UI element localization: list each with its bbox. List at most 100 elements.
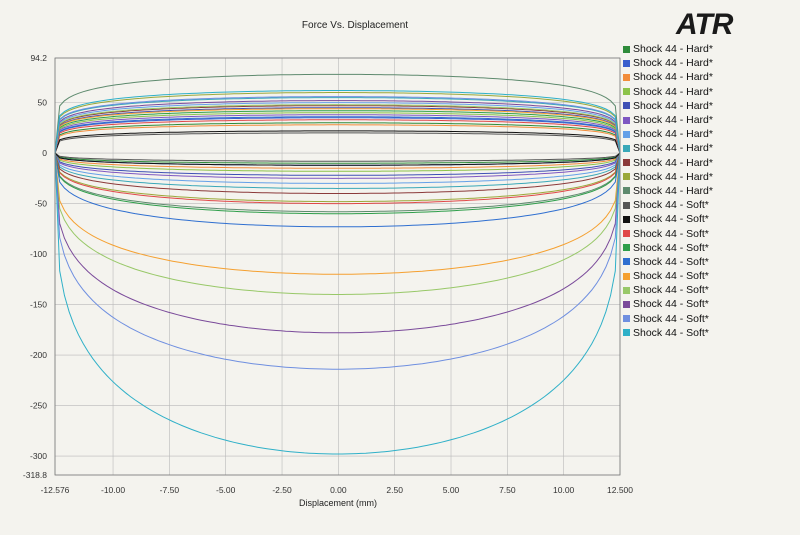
legend-label: Shock 44 - Hard* [633, 85, 713, 98]
legend-item: Shock 44 - Soft* [623, 198, 743, 212]
y-tick-label: 94.2 [30, 53, 47, 63]
legend-swatch [623, 59, 630, 67]
legend-swatch [623, 187, 630, 195]
legend-swatch [623, 258, 630, 266]
atr-logo: ATR [676, 8, 733, 41]
x-tick-label: 10.00 [553, 485, 575, 495]
legend-item: Shock 44 - Soft* [623, 241, 743, 255]
x-tick-label: -2.50 [272, 485, 292, 495]
legend-label: Shock 44 - Soft* [633, 312, 709, 325]
x-tick-label: -7.50 [160, 485, 180, 495]
y-tick-label: -100 [30, 249, 47, 259]
y-tick-label: 0 [42, 148, 47, 158]
legend-item: Shock 44 - Soft* [623, 226, 743, 240]
legend-label: Shock 44 - Hard* [633, 184, 713, 197]
legend-swatch [623, 272, 630, 280]
x-tick-label: 12.500 [607, 485, 633, 495]
x-tick-label: 2.50 [386, 485, 403, 495]
legend-label: Shock 44 - Hard* [633, 57, 713, 70]
legend-item: Shock 44 - Hard* [623, 56, 743, 70]
series-line [54, 73, 621, 213]
legend-swatch [623, 159, 630, 167]
plot-frame [54, 57, 621, 476]
legend-label: Shock 44 - Soft* [633, 326, 709, 339]
series-line [54, 132, 621, 162]
legend-swatch [623, 329, 630, 337]
legend-item: Shock 44 - Soft* [623, 312, 743, 326]
legend-label: Shock 44 - Hard* [633, 170, 713, 183]
legend-item: Shock 44 - Soft* [623, 283, 743, 297]
legend-swatch [623, 215, 630, 223]
legend-label: Shock 44 - Soft* [633, 213, 709, 226]
legend-label: Shock 44 - Soft* [633, 227, 709, 240]
y-tick-label: -50 [35, 199, 48, 209]
legend-item: Shock 44 - Hard* [623, 70, 743, 84]
legend-item: Shock 44 - Soft* [623, 326, 743, 340]
x-tick-label: -10.00 [101, 485, 125, 495]
series-line [54, 122, 621, 164]
legend-item: Shock 44 - Hard* [623, 85, 743, 99]
x-tick-label: 0.00 [330, 485, 347, 495]
legend: Shock 44 - Hard* Shock 44 - Hard* Shock 44… [623, 42, 743, 340]
legend-swatch [623, 116, 630, 124]
legend-item: Shock 44 - Hard* [623, 141, 743, 155]
x-tick-label: -12.576 [41, 485, 70, 495]
legend-label: Shock 44 - Hard* [633, 43, 713, 56]
legend-label: Shock 44 - Hard* [633, 156, 713, 169]
legend-item: Shock 44 - Soft* [623, 269, 743, 283]
legend-item: Shock 44 - Hard* [623, 113, 743, 127]
legend-label: Shock 44 - Hard* [633, 99, 713, 112]
y-tick-label: -300 [30, 451, 47, 461]
y-tick-label: -200 [30, 350, 47, 360]
legend-swatch [623, 130, 630, 138]
legend-label: Shock 44 - Soft* [633, 241, 709, 254]
legend-swatch [623, 88, 630, 96]
legend-label: Shock 44 - Soft* [633, 298, 709, 311]
legend-swatch [623, 45, 630, 53]
legend-label: Shock 44 - Soft* [633, 199, 709, 212]
x-tick-label: 5.00 [443, 485, 460, 495]
legend-swatch [623, 73, 630, 81]
legend-label: Shock 44 - Soft* [633, 255, 709, 268]
legend-item: Shock 44 - Soft* [623, 255, 743, 269]
x-tick-label: -5.00 [216, 485, 236, 495]
legend-item: Shock 44 - Hard* [623, 99, 743, 113]
series-line [54, 90, 621, 455]
series-line [54, 100, 621, 334]
legend-item: Shock 44 - Hard* [623, 184, 743, 198]
legend-item: Shock 44 - Hard* [623, 170, 743, 184]
legend-swatch [623, 201, 630, 209]
axes [54, 57, 621, 476]
legend-label: Shock 44 - Hard* [633, 114, 713, 127]
y-tick-label: 50 [38, 98, 48, 108]
legend-swatch [623, 315, 630, 323]
legend-swatch [623, 230, 630, 238]
x-axis-label: Displacement (mm) [299, 498, 377, 508]
legend-swatch [623, 286, 630, 294]
y-tick-label: -250 [30, 401, 47, 411]
y-tick-label: -150 [30, 300, 47, 310]
legend-swatch [623, 144, 630, 152]
x-tick-label: 7.50 [499, 485, 516, 495]
legend-label: Shock 44 - Hard* [633, 142, 713, 155]
chart-title: Force Vs. Displacement [301, 20, 409, 31]
y-tick-label: -318.8 [23, 470, 47, 480]
legend-label: Shock 44 - Soft* [633, 284, 709, 297]
legend-swatch [623, 300, 630, 308]
series-lines [54, 73, 621, 455]
legend-label: Shock 44 - Hard* [633, 71, 713, 84]
x-tick-labels: -12.576 -10.00 -7.50 -5.00 -2.50 0.00 2.50 5.00… [41, 485, 634, 495]
legend-swatch [623, 102, 630, 110]
y-tick-labels: 94.2 50 0 -50 -100 -150 -200 -250 -300 -318.8 [23, 53, 47, 480]
legend-item: Shock 44 - Soft* [623, 297, 743, 311]
legend-swatch [623, 173, 630, 181]
legend-label: Shock 44 - Soft* [633, 270, 709, 283]
legend-label: Shock 44 - Hard* [633, 128, 713, 141]
legend-item: Shock 44 - Hard* [623, 156, 743, 170]
series-line [54, 108, 621, 275]
legend-item: Shock 44 - Hard* [623, 42, 743, 56]
series-line [54, 96, 621, 370]
legend-item: Shock 44 - Hard* [623, 127, 743, 141]
